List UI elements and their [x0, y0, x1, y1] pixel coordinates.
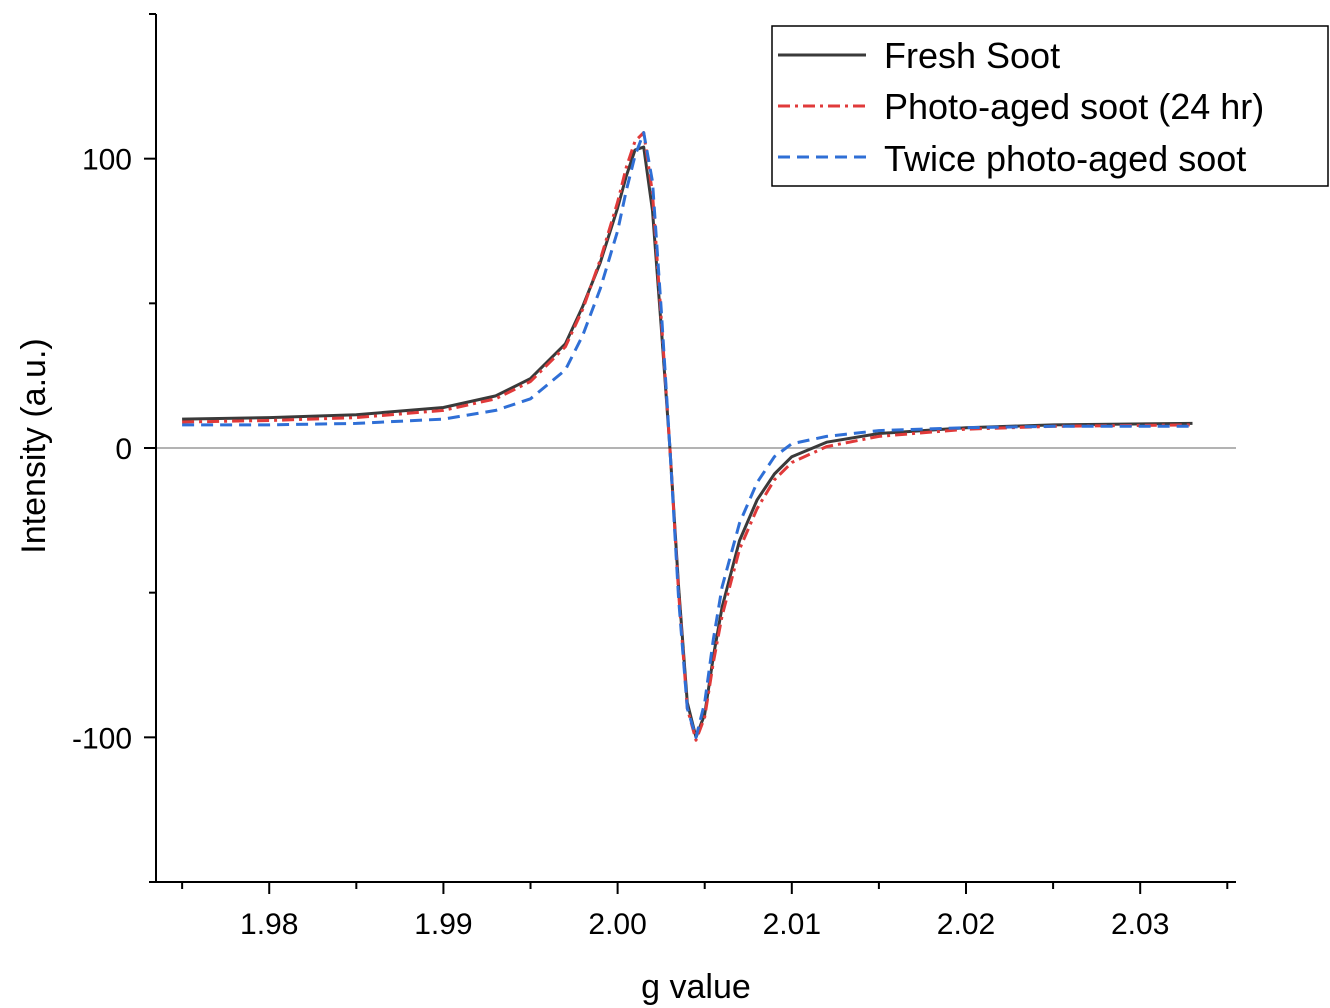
x-tick-label: 1.98 — [240, 908, 298, 941]
x-axis-title: g value — [641, 968, 751, 1006]
series-line-fresh-soot — [182, 145, 1193, 739]
x-tick-label: 2.03 — [1111, 908, 1169, 941]
series-line-twice-photo-aged-soot — [182, 131, 1193, 739]
legend-label-fresh-soot: Fresh Soot — [884, 35, 1060, 76]
y-tick-label: -100 — [72, 722, 132, 755]
y-axis-title: Intensity (a.u.) — [15, 338, 53, 553]
ticks-layer: 1.98 1.99 2.00 2.01 2.02 2.03 -100 0 100 — [72, 13, 1229, 941]
legend-label-twice-photo-aged-soot: Twice photo-aged soot — [884, 138, 1246, 179]
legend-label-photo-aged-soot: Photo-aged soot (24 hr) — [884, 86, 1264, 127]
y-tick-label: 100 — [82, 144, 132, 177]
series-layer — [182, 131, 1193, 742]
x-tick-label: 2.02 — [937, 908, 995, 941]
legend: Fresh Soot Photo-aged soot (24 hr) Twice… — [771, 25, 1329, 187]
series-line-photo-aged-soot-24-hr — [182, 131, 1193, 742]
y-tick-label: 0 — [115, 433, 132, 466]
x-tick-label: 1.99 — [414, 908, 472, 941]
x-tick-label: 2.01 — [763, 908, 821, 941]
x-tick-label: 2.00 — [588, 908, 646, 941]
